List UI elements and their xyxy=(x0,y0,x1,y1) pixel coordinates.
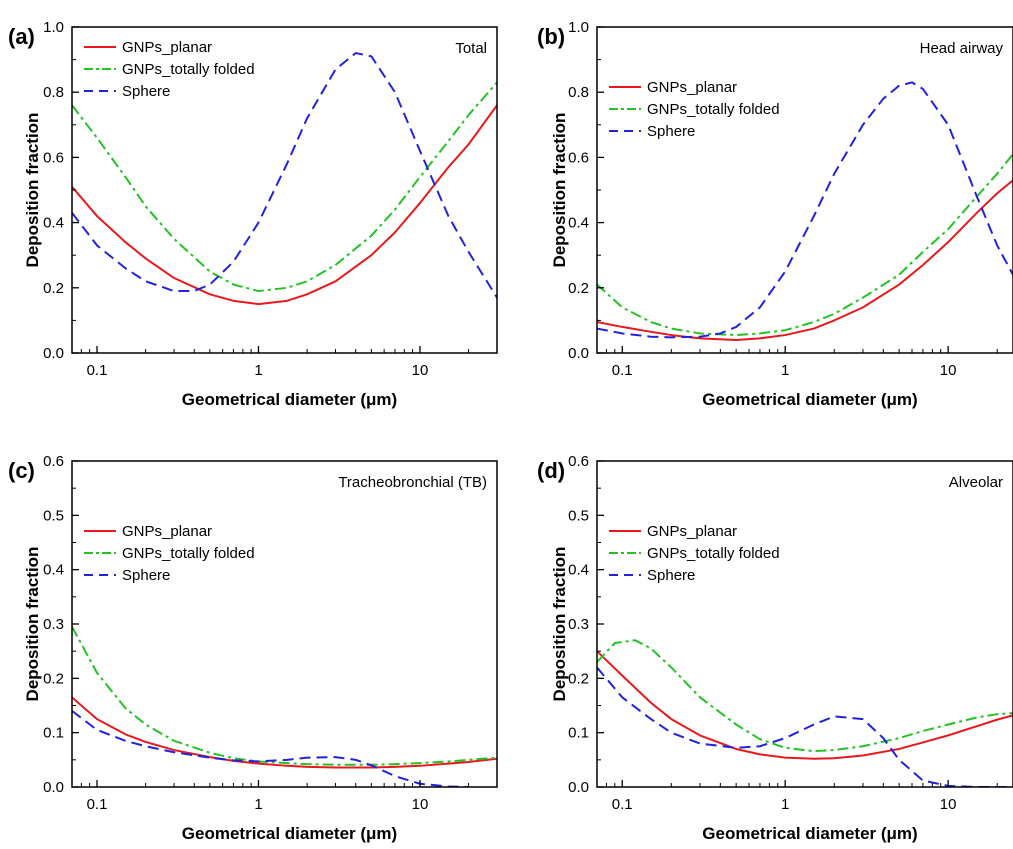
series-line-sphere xyxy=(597,666,1013,787)
legend-label: GNPs_planar xyxy=(122,523,212,540)
x-tick-label: 0.1 xyxy=(87,796,108,813)
legend-label: Sphere xyxy=(122,567,170,584)
region-annotation: Head airway xyxy=(920,40,1004,57)
y-tick-label: 1.0 xyxy=(568,19,589,36)
y-tick-label: 0.2 xyxy=(568,280,589,297)
series-line-sphere xyxy=(597,81,1013,339)
x-axis-title: Geometrical diameter (μm) xyxy=(182,824,397,843)
legend-label: Sphere xyxy=(647,123,695,140)
panel-letter: (d) xyxy=(537,458,565,483)
legend-label: GNPs_planar xyxy=(647,523,737,540)
y-tick-label: 0.6 xyxy=(568,149,589,166)
legend-label: GNPs_totally folded xyxy=(647,545,780,562)
x-tick-label: 1 xyxy=(781,362,789,379)
y-tick-label: 0.4 xyxy=(43,215,64,232)
y-tick-label: 0.8 xyxy=(43,84,64,101)
panel-letter: (c) xyxy=(8,458,35,483)
y-tick-label: 0.3 xyxy=(568,616,589,633)
y-tick-label: 0.8 xyxy=(568,84,589,101)
legend-label: Sphere xyxy=(122,83,170,100)
legend-label: GNPs_totally folded xyxy=(647,101,780,118)
x-tick-label: 1 xyxy=(254,362,262,379)
y-tick-label: 0.4 xyxy=(568,562,589,579)
legend-label: GNPs_planar xyxy=(122,39,212,56)
y-tick-label: 0.6 xyxy=(568,453,589,470)
y-tick-label: 0.6 xyxy=(43,149,64,166)
y-axis-title: Deposition fraction xyxy=(23,547,42,702)
plot-frame xyxy=(596,460,1013,788)
y-tick-label: 0.1 xyxy=(568,725,589,742)
series-line-gnps-totally-folded xyxy=(72,626,497,766)
region-annotation: Total xyxy=(455,40,487,57)
x-tick-label: 10 xyxy=(412,362,429,379)
chart-panel-c: (c) 0.0 0.1 0.2 0.3 0.4 0.5 0.6 0.1 1 10 Geometrica… xyxy=(8,453,498,843)
y-axis-title: Deposition fraction xyxy=(550,547,569,702)
region-annotation: Alveolar xyxy=(949,474,1003,491)
y-tick-label: 0.5 xyxy=(568,507,589,524)
x-tick-label: 10 xyxy=(940,796,957,813)
y-tick-label: 1.0 xyxy=(43,19,64,36)
legend-label: GNPs_totally folded xyxy=(122,61,255,78)
y-axis-title: Deposition fraction xyxy=(23,113,42,268)
series-line-gnps-planar xyxy=(72,696,497,769)
y-tick-label: 0.0 xyxy=(568,779,589,796)
y-tick-label: 0.1 xyxy=(43,725,64,742)
chart-panel-d: (d) 0.0 0.1 0.2 0.3 0.4 0.5 0.6 0.1 1 10 Geometrica… xyxy=(537,453,1013,843)
x-tick-label: 1 xyxy=(781,796,789,813)
series-line-sphere xyxy=(72,710,469,787)
y-tick-label: 0.2 xyxy=(568,670,589,687)
legend-label: GNPs_totally folded xyxy=(122,545,255,562)
legend-label: GNPs_planar xyxy=(647,79,737,96)
series-line-gnps-totally-folded xyxy=(597,153,1013,337)
panel-letter: (a) xyxy=(8,24,35,49)
series-line-gnps-totally-folded xyxy=(72,81,497,293)
x-tick-label: 0.1 xyxy=(87,362,108,379)
y-tick-label: 0.4 xyxy=(568,215,589,232)
y-axis-title: Deposition fraction xyxy=(550,113,569,268)
panel-letter: (b) xyxy=(537,24,565,49)
x-axis-title: Geometrical diameter (μm) xyxy=(702,390,917,409)
x-tick-label: 10 xyxy=(412,796,429,813)
series-line-gnps-planar xyxy=(597,179,1013,341)
x-tick-label: 0.1 xyxy=(612,362,633,379)
y-tick-label: 0.3 xyxy=(43,616,64,633)
chart-panel-b: (b) 0.0 0.2 0.4 0.6 0.8 1.0 0.1 1 10 Geometrical d… xyxy=(537,19,1013,409)
x-tick-label: 1 xyxy=(254,796,262,813)
chart-panel-a: (a) 0.0 0.2 0.4 0.6 0.8 1.0 0.1 1 10 Geometrical d… xyxy=(8,19,498,409)
y-tick-label: 0.4 xyxy=(43,562,64,579)
y-tick-label: 0.0 xyxy=(568,345,589,362)
series-line-gnps-totally-folded xyxy=(597,639,1013,753)
y-tick-label: 0.0 xyxy=(43,779,64,796)
x-axis-title: Geometrical diameter (μm) xyxy=(182,390,397,409)
x-axis-title: Geometrical diameter (μm) xyxy=(702,824,917,843)
y-tick-label: 0.2 xyxy=(43,280,64,297)
y-tick-label: 0.6 xyxy=(43,453,64,470)
series-line-gnps-planar xyxy=(597,650,1013,760)
y-tick-label: 0.5 xyxy=(43,507,64,524)
y-tick-label: 0.2 xyxy=(43,670,64,687)
legend-label: Sphere xyxy=(647,567,695,584)
x-tick-label: 0.1 xyxy=(612,796,633,813)
x-tick-label: 10 xyxy=(940,362,957,379)
series-line-gnps-planar xyxy=(72,104,497,306)
series-line-sphere xyxy=(72,52,497,299)
region-annotation: Tracheobronchial (TB) xyxy=(338,474,487,491)
plot-frame xyxy=(596,26,1013,354)
y-tick-label: 0.0 xyxy=(43,345,64,362)
